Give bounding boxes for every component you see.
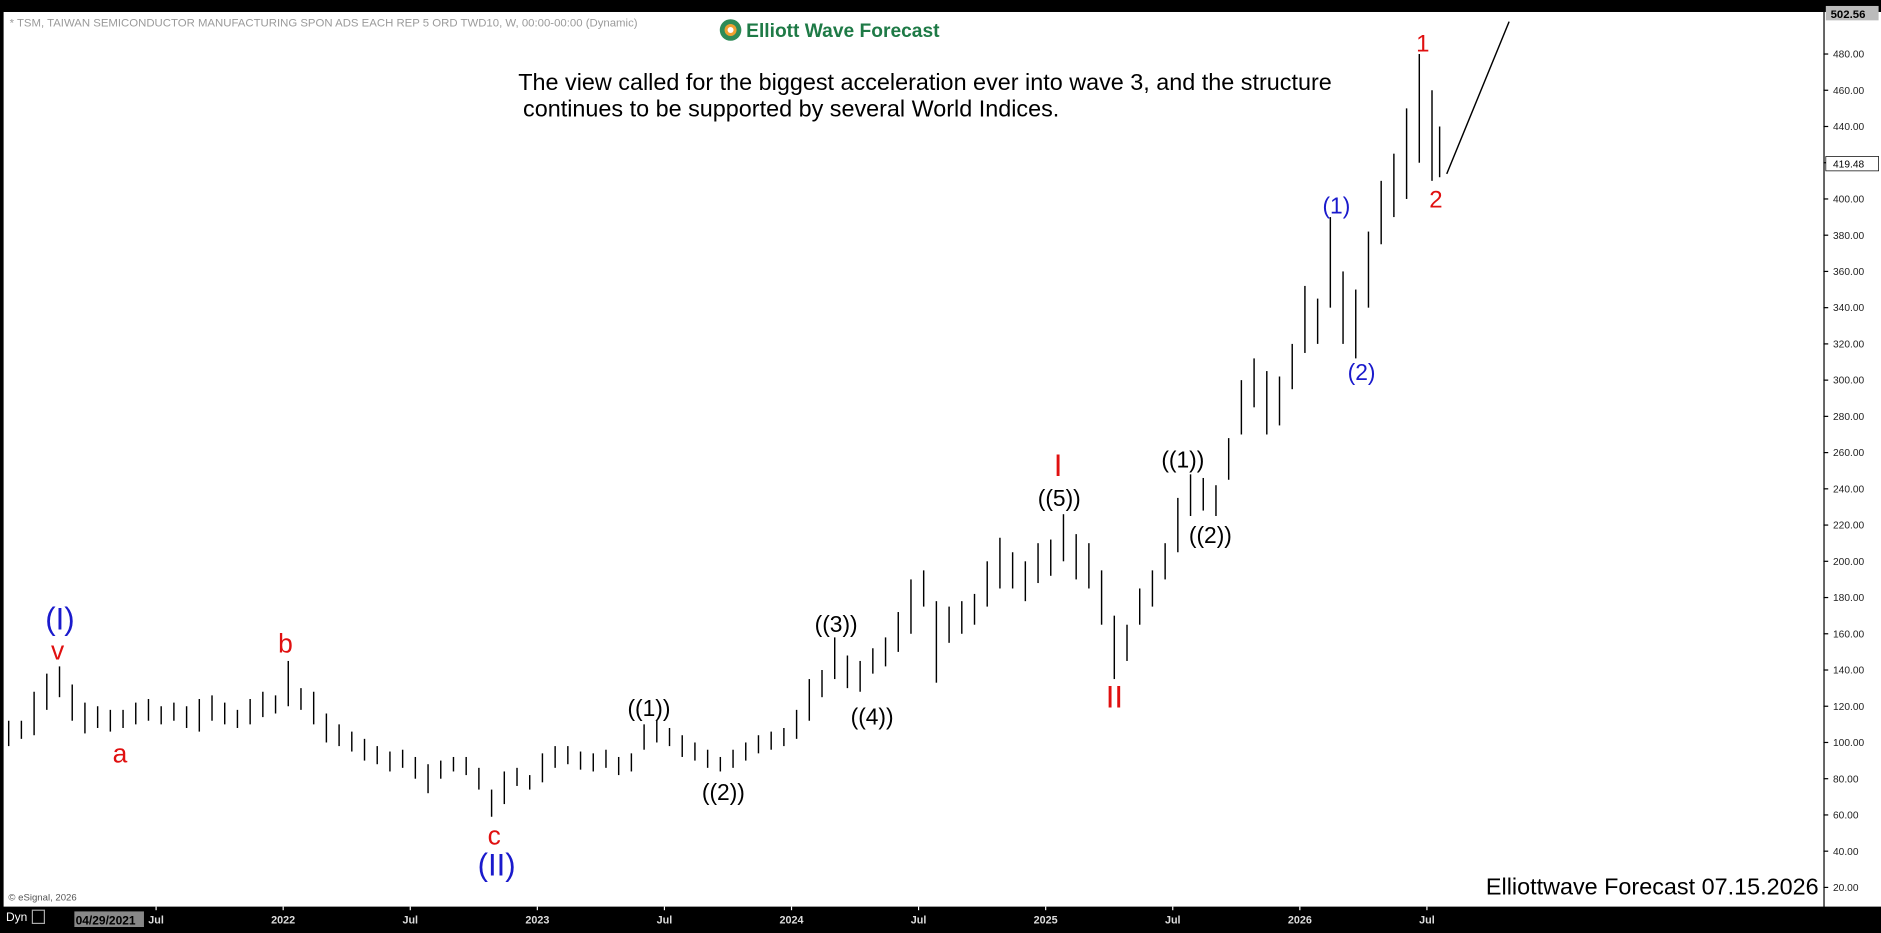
x-tick-label: Jul	[1419, 914, 1435, 926]
y-tick-label: 280.00	[1833, 412, 1864, 423]
y-tick-label: 320.00	[1833, 339, 1864, 350]
y-tick-label: 300.00	[1833, 376, 1864, 387]
projection-line	[1446, 21, 1510, 175]
y-tick-label: 160.00	[1833, 629, 1864, 640]
y-tick-label: 340.00	[1833, 303, 1864, 314]
logo-icon	[727, 26, 734, 33]
logo: Elliott Wave Forecast	[719, 19, 940, 42]
wave-label: (II)	[478, 847, 516, 882]
y-tick-label: 60.00	[1833, 811, 1859, 822]
y-tick-label: 120.00	[1833, 702, 1864, 713]
y-tick-label: 240.00	[1833, 484, 1864, 495]
y-tick-label: 200.00	[1833, 557, 1864, 568]
y-tick-label: 100.00	[1833, 738, 1864, 749]
x-tick-label: 2024	[780, 914, 804, 926]
top-price-label: 502.56	[1831, 9, 1866, 21]
x-tick-label: 2022	[271, 914, 295, 926]
y-axis-panel	[1824, 11, 1881, 907]
wave-label: I	[1054, 448, 1063, 483]
y-tick-label: 220.00	[1833, 521, 1864, 532]
last-price-label: 419.48	[1833, 159, 1864, 170]
y-tick-label: 40.00	[1833, 847, 1859, 858]
wave-label: v	[51, 636, 65, 666]
description: The view called for the biggest accelera…	[518, 69, 1332, 95]
wave-label: 1	[1416, 31, 1429, 58]
y-tick-label: 20.00	[1833, 883, 1859, 894]
x-tick-label: 2026	[1288, 914, 1312, 926]
logo-text: Elliott Wave Forecast	[746, 21, 940, 42]
y-tick-label: 380.00	[1833, 231, 1864, 242]
wave-label: (2)	[1348, 359, 1376, 385]
x-tick-label: Jul	[402, 914, 418, 926]
cursor-date-box	[74, 911, 144, 928]
x-tick-label: Jul	[148, 914, 164, 926]
mode-button[interactable]	[31, 909, 45, 925]
wave-label: ((2))	[702, 779, 745, 805]
x-tick-label: Jul	[911, 914, 927, 926]
x-tick-label: 2025	[1034, 914, 1058, 926]
wave-label: ((1))	[627, 695, 670, 721]
wave-label: c	[488, 820, 501, 850]
footer: Elliottwave Forecast 07.15.2026	[1486, 874, 1819, 900]
wave-label: 2	[1429, 186, 1442, 213]
wave-label: ((2))	[1189, 522, 1232, 548]
last-price-box	[1825, 156, 1879, 172]
x-tick-label: Jul	[1165, 914, 1181, 926]
header: * TSM, TAIWAN SEMICONDUCTOR MANUFACTURIN…	[10, 17, 638, 29]
y-tick-label: 360.00	[1833, 267, 1864, 278]
wave-label: ((4))	[851, 703, 894, 729]
description: continues to be supported by several Wor…	[523, 95, 1059, 121]
y-tick-label: 80.00	[1833, 774, 1859, 785]
copyright: © eSignal, 2026	[8, 893, 76, 904]
wave-label: b	[278, 628, 293, 658]
wave-label: (I)	[45, 602, 74, 637]
x-tick-label: 2023	[525, 914, 549, 926]
y-tick-label: 440.00	[1833, 122, 1864, 133]
wave-label: ((5))	[1038, 485, 1081, 511]
y-tick-label: 260.00	[1833, 448, 1864, 459]
wave-label: a	[113, 739, 128, 769]
x-tick-label: Jul	[657, 914, 673, 926]
wave-label: (1)	[1322, 192, 1350, 218]
y-tick-label: 480.00	[1833, 50, 1864, 61]
y-tick-label: 140.00	[1833, 666, 1864, 677]
y-tick-label: 180.00	[1833, 593, 1864, 604]
y-tick-label: 400.00	[1833, 195, 1864, 206]
top-price-box	[1825, 5, 1879, 21]
wave-label: II	[1106, 680, 1123, 715]
y-tick-label: 460.00	[1833, 86, 1864, 97]
wave-label: ((1))	[1161, 447, 1204, 473]
mode: Dyn	[6, 910, 27, 924]
plot-area	[3, 11, 1824, 907]
cursor-date: 04/29/2021	[76, 914, 136, 928]
wave-label: ((3))	[815, 611, 858, 637]
